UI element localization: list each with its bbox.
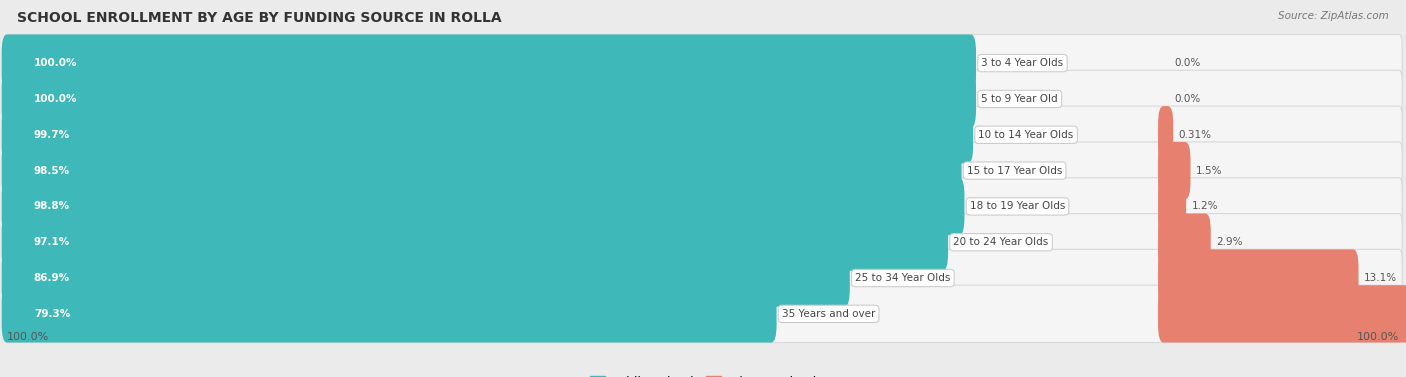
FancyBboxPatch shape xyxy=(4,178,1402,235)
FancyBboxPatch shape xyxy=(1,285,776,343)
FancyBboxPatch shape xyxy=(1,106,973,164)
Text: 0.0%: 0.0% xyxy=(1174,58,1201,68)
Text: Source: ZipAtlas.com: Source: ZipAtlas.com xyxy=(1278,11,1389,21)
Text: 98.5%: 98.5% xyxy=(34,166,70,176)
Text: 25 to 34 Year Olds: 25 to 34 Year Olds xyxy=(855,273,950,283)
FancyBboxPatch shape xyxy=(1159,214,1211,271)
Text: 5 to 9 Year Old: 5 to 9 Year Old xyxy=(981,94,1057,104)
Text: 0.31%: 0.31% xyxy=(1178,130,1212,140)
FancyBboxPatch shape xyxy=(1,178,965,235)
FancyBboxPatch shape xyxy=(1159,250,1358,307)
Text: 13.1%: 13.1% xyxy=(1364,273,1398,283)
FancyBboxPatch shape xyxy=(4,70,1402,128)
Text: 100.0%: 100.0% xyxy=(7,332,49,342)
FancyBboxPatch shape xyxy=(1159,142,1191,199)
FancyBboxPatch shape xyxy=(1,214,948,271)
Text: 98.8%: 98.8% xyxy=(34,201,70,211)
Text: 35 Years and over: 35 Years and over xyxy=(782,309,876,319)
FancyBboxPatch shape xyxy=(1159,106,1173,164)
FancyBboxPatch shape xyxy=(4,285,1402,343)
FancyBboxPatch shape xyxy=(4,214,1402,271)
Text: 2.9%: 2.9% xyxy=(1216,237,1243,247)
Text: 15 to 17 Year Olds: 15 to 17 Year Olds xyxy=(967,166,1063,176)
Text: 1.2%: 1.2% xyxy=(1191,201,1218,211)
FancyBboxPatch shape xyxy=(4,35,1402,92)
Text: 10 to 14 Year Olds: 10 to 14 Year Olds xyxy=(979,130,1074,140)
FancyBboxPatch shape xyxy=(1159,285,1406,343)
Text: 100.0%: 100.0% xyxy=(34,94,77,104)
Text: 97.1%: 97.1% xyxy=(34,237,70,247)
FancyBboxPatch shape xyxy=(1159,178,1187,235)
Text: 20 to 24 Year Olds: 20 to 24 Year Olds xyxy=(953,237,1049,247)
Text: 3 to 4 Year Olds: 3 to 4 Year Olds xyxy=(981,58,1063,68)
Text: 0.0%: 0.0% xyxy=(1174,94,1201,104)
Text: 99.7%: 99.7% xyxy=(34,130,70,140)
FancyBboxPatch shape xyxy=(4,250,1402,307)
Text: 86.9%: 86.9% xyxy=(34,273,70,283)
Text: 18 to 19 Year Olds: 18 to 19 Year Olds xyxy=(970,201,1066,211)
Text: 79.3%: 79.3% xyxy=(34,309,70,319)
Text: 100.0%: 100.0% xyxy=(1357,332,1399,342)
FancyBboxPatch shape xyxy=(1,250,849,307)
FancyBboxPatch shape xyxy=(4,142,1402,199)
FancyBboxPatch shape xyxy=(1,70,976,128)
FancyBboxPatch shape xyxy=(1,35,976,92)
Legend: Public School, Private School: Public School, Private School xyxy=(589,375,817,377)
Text: 100.0%: 100.0% xyxy=(34,58,77,68)
Text: 1.5%: 1.5% xyxy=(1197,166,1222,176)
FancyBboxPatch shape xyxy=(4,106,1402,164)
Text: SCHOOL ENROLLMENT BY AGE BY FUNDING SOURCE IN ROLLA: SCHOOL ENROLLMENT BY AGE BY FUNDING SOUR… xyxy=(17,11,502,25)
FancyBboxPatch shape xyxy=(1,142,962,199)
